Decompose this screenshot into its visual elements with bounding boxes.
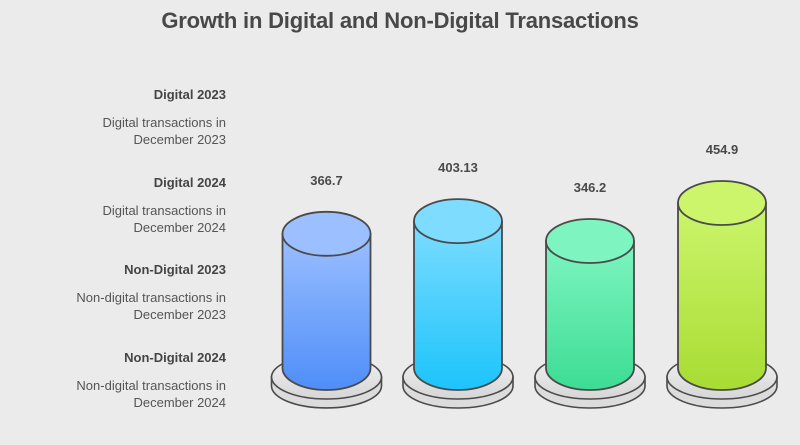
legend-item-digital-2023: Digital 2023 Digital transactions in Dec… — [40, 87, 226, 148]
cylinder-bar-4: 454.9 — [666, 142, 778, 409]
legend-description: Digital transactions in December 2023 — [102, 115, 226, 147]
cylinder-body — [281, 232, 372, 391]
legend-title: Digital 2024 — [153, 175, 226, 190]
cylinder-top — [545, 218, 635, 264]
legend-title: Non-Digital 2023 — [124, 262, 226, 277]
legend-item-non-digital-2024: Non-Digital 2024 Non-digital transaction… — [40, 350, 226, 411]
legend-item-non-digital-2023: Non-Digital 2023 Non-digital transaction… — [40, 262, 226, 323]
cylinder-body — [677, 202, 767, 391]
legend-description: Non-digital transactions in December 202… — [76, 290, 226, 322]
legend-title: Non-Digital 2024 — [124, 350, 226, 365]
legend-title: Digital 2023 — [153, 87, 226, 102]
cylinder-body — [413, 220, 503, 391]
chart-title: Growth in Digital and Non-Digital Transa… — [161, 8, 639, 33]
cylinder-top — [281, 210, 372, 257]
legend-description: Non-digital transactions in December 202… — [76, 378, 226, 410]
legend-description: Digital transactions in December 2024 — [102, 203, 226, 235]
cylinder-body — [545, 240, 635, 391]
value-label: 403.13 — [438, 160, 478, 175]
value-label: 346.2 — [574, 180, 607, 195]
value-label: 366.7 — [310, 173, 343, 188]
value-label: 454.9 — [706, 142, 739, 157]
legend-item-digital-2024: Digital 2024 Digital transactions in Dec… — [40, 175, 226, 236]
cylinder-top — [677, 180, 767, 226]
cylinder-bar-2: 403.13 — [402, 160, 514, 409]
cylinder-bar-1: 366.7 — [270, 173, 383, 409]
cylinder-bar-3: 346.2 — [534, 180, 646, 409]
cylinder-top — [413, 198, 503, 244]
